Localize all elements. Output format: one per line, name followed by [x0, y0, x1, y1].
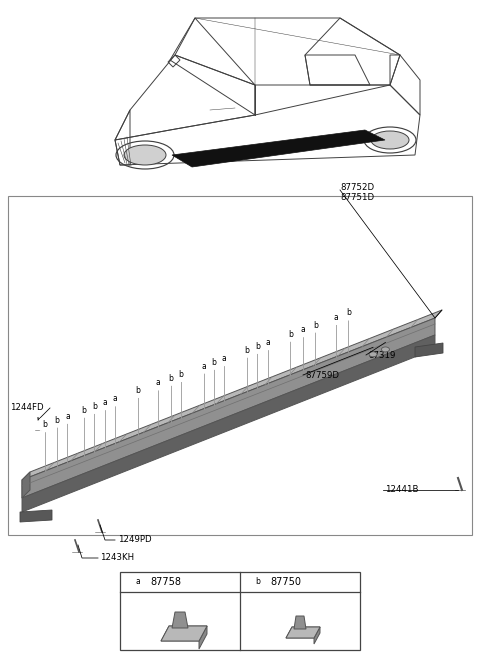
Text: a: a	[201, 361, 206, 371]
Text: 87750: 87750	[270, 577, 301, 587]
Text: a: a	[265, 338, 270, 347]
Text: b: b	[255, 342, 260, 351]
Text: b: b	[42, 420, 47, 429]
Text: a: a	[136, 578, 140, 587]
Text: a: a	[156, 378, 161, 388]
Circle shape	[251, 340, 264, 353]
Circle shape	[197, 359, 211, 373]
Circle shape	[108, 392, 122, 406]
Circle shape	[87, 399, 101, 413]
Polygon shape	[22, 472, 30, 498]
Text: b: b	[212, 358, 216, 367]
Text: a: a	[65, 412, 70, 420]
Text: a: a	[102, 398, 107, 407]
Text: 1249PD: 1249PD	[118, 535, 152, 545]
Text: b: b	[55, 416, 60, 424]
Text: b: b	[82, 406, 86, 415]
Ellipse shape	[371, 131, 409, 149]
Bar	[8, 196, 472, 535]
Polygon shape	[22, 335, 435, 512]
Polygon shape	[20, 510, 52, 522]
Text: b: b	[245, 346, 250, 355]
Polygon shape	[161, 626, 207, 641]
Text: b: b	[168, 374, 173, 383]
Polygon shape	[199, 626, 207, 649]
Text: b: b	[255, 578, 261, 587]
Circle shape	[164, 371, 178, 385]
Circle shape	[217, 351, 231, 365]
Text: b: b	[179, 370, 183, 379]
Circle shape	[38, 418, 52, 432]
Ellipse shape	[124, 145, 166, 165]
Bar	[120, 572, 360, 650]
Polygon shape	[22, 318, 435, 498]
Polygon shape	[286, 627, 320, 638]
Polygon shape	[286, 627, 320, 638]
Text: 12441B: 12441B	[385, 486, 419, 495]
Text: 1244FD: 1244FD	[10, 403, 44, 413]
Circle shape	[329, 311, 343, 325]
Text: a: a	[300, 325, 305, 334]
Polygon shape	[172, 130, 385, 167]
Text: a: a	[222, 354, 227, 363]
Circle shape	[207, 355, 221, 369]
Polygon shape	[314, 627, 320, 644]
Text: 87752D: 87752D	[340, 183, 374, 191]
Circle shape	[131, 575, 145, 589]
Circle shape	[50, 413, 64, 427]
Text: b: b	[92, 402, 96, 411]
Circle shape	[77, 403, 91, 417]
Circle shape	[296, 323, 310, 336]
Circle shape	[151, 376, 165, 390]
Polygon shape	[161, 626, 207, 641]
Text: 87758: 87758	[150, 577, 181, 587]
Circle shape	[60, 409, 74, 423]
Text: 87759D: 87759D	[305, 371, 339, 380]
Circle shape	[284, 327, 298, 341]
Text: b: b	[288, 330, 293, 339]
Circle shape	[251, 575, 265, 589]
Text: b: b	[313, 321, 318, 330]
Ellipse shape	[369, 351, 377, 357]
Circle shape	[240, 343, 254, 357]
Ellipse shape	[382, 347, 389, 352]
Circle shape	[341, 306, 355, 320]
Text: 87751D: 87751D	[340, 193, 374, 202]
Circle shape	[174, 367, 188, 382]
Text: b: b	[135, 386, 140, 395]
Polygon shape	[172, 612, 188, 628]
Text: a: a	[112, 394, 117, 403]
Circle shape	[131, 384, 144, 397]
Text: b: b	[346, 308, 351, 317]
Circle shape	[97, 396, 111, 409]
Text: a: a	[334, 313, 338, 322]
Circle shape	[308, 318, 322, 332]
Polygon shape	[294, 616, 306, 629]
Text: 87319: 87319	[368, 350, 396, 359]
Circle shape	[261, 336, 275, 350]
Text: 1243KH: 1243KH	[100, 553, 134, 562]
Polygon shape	[22, 310, 442, 480]
Polygon shape	[415, 343, 443, 357]
